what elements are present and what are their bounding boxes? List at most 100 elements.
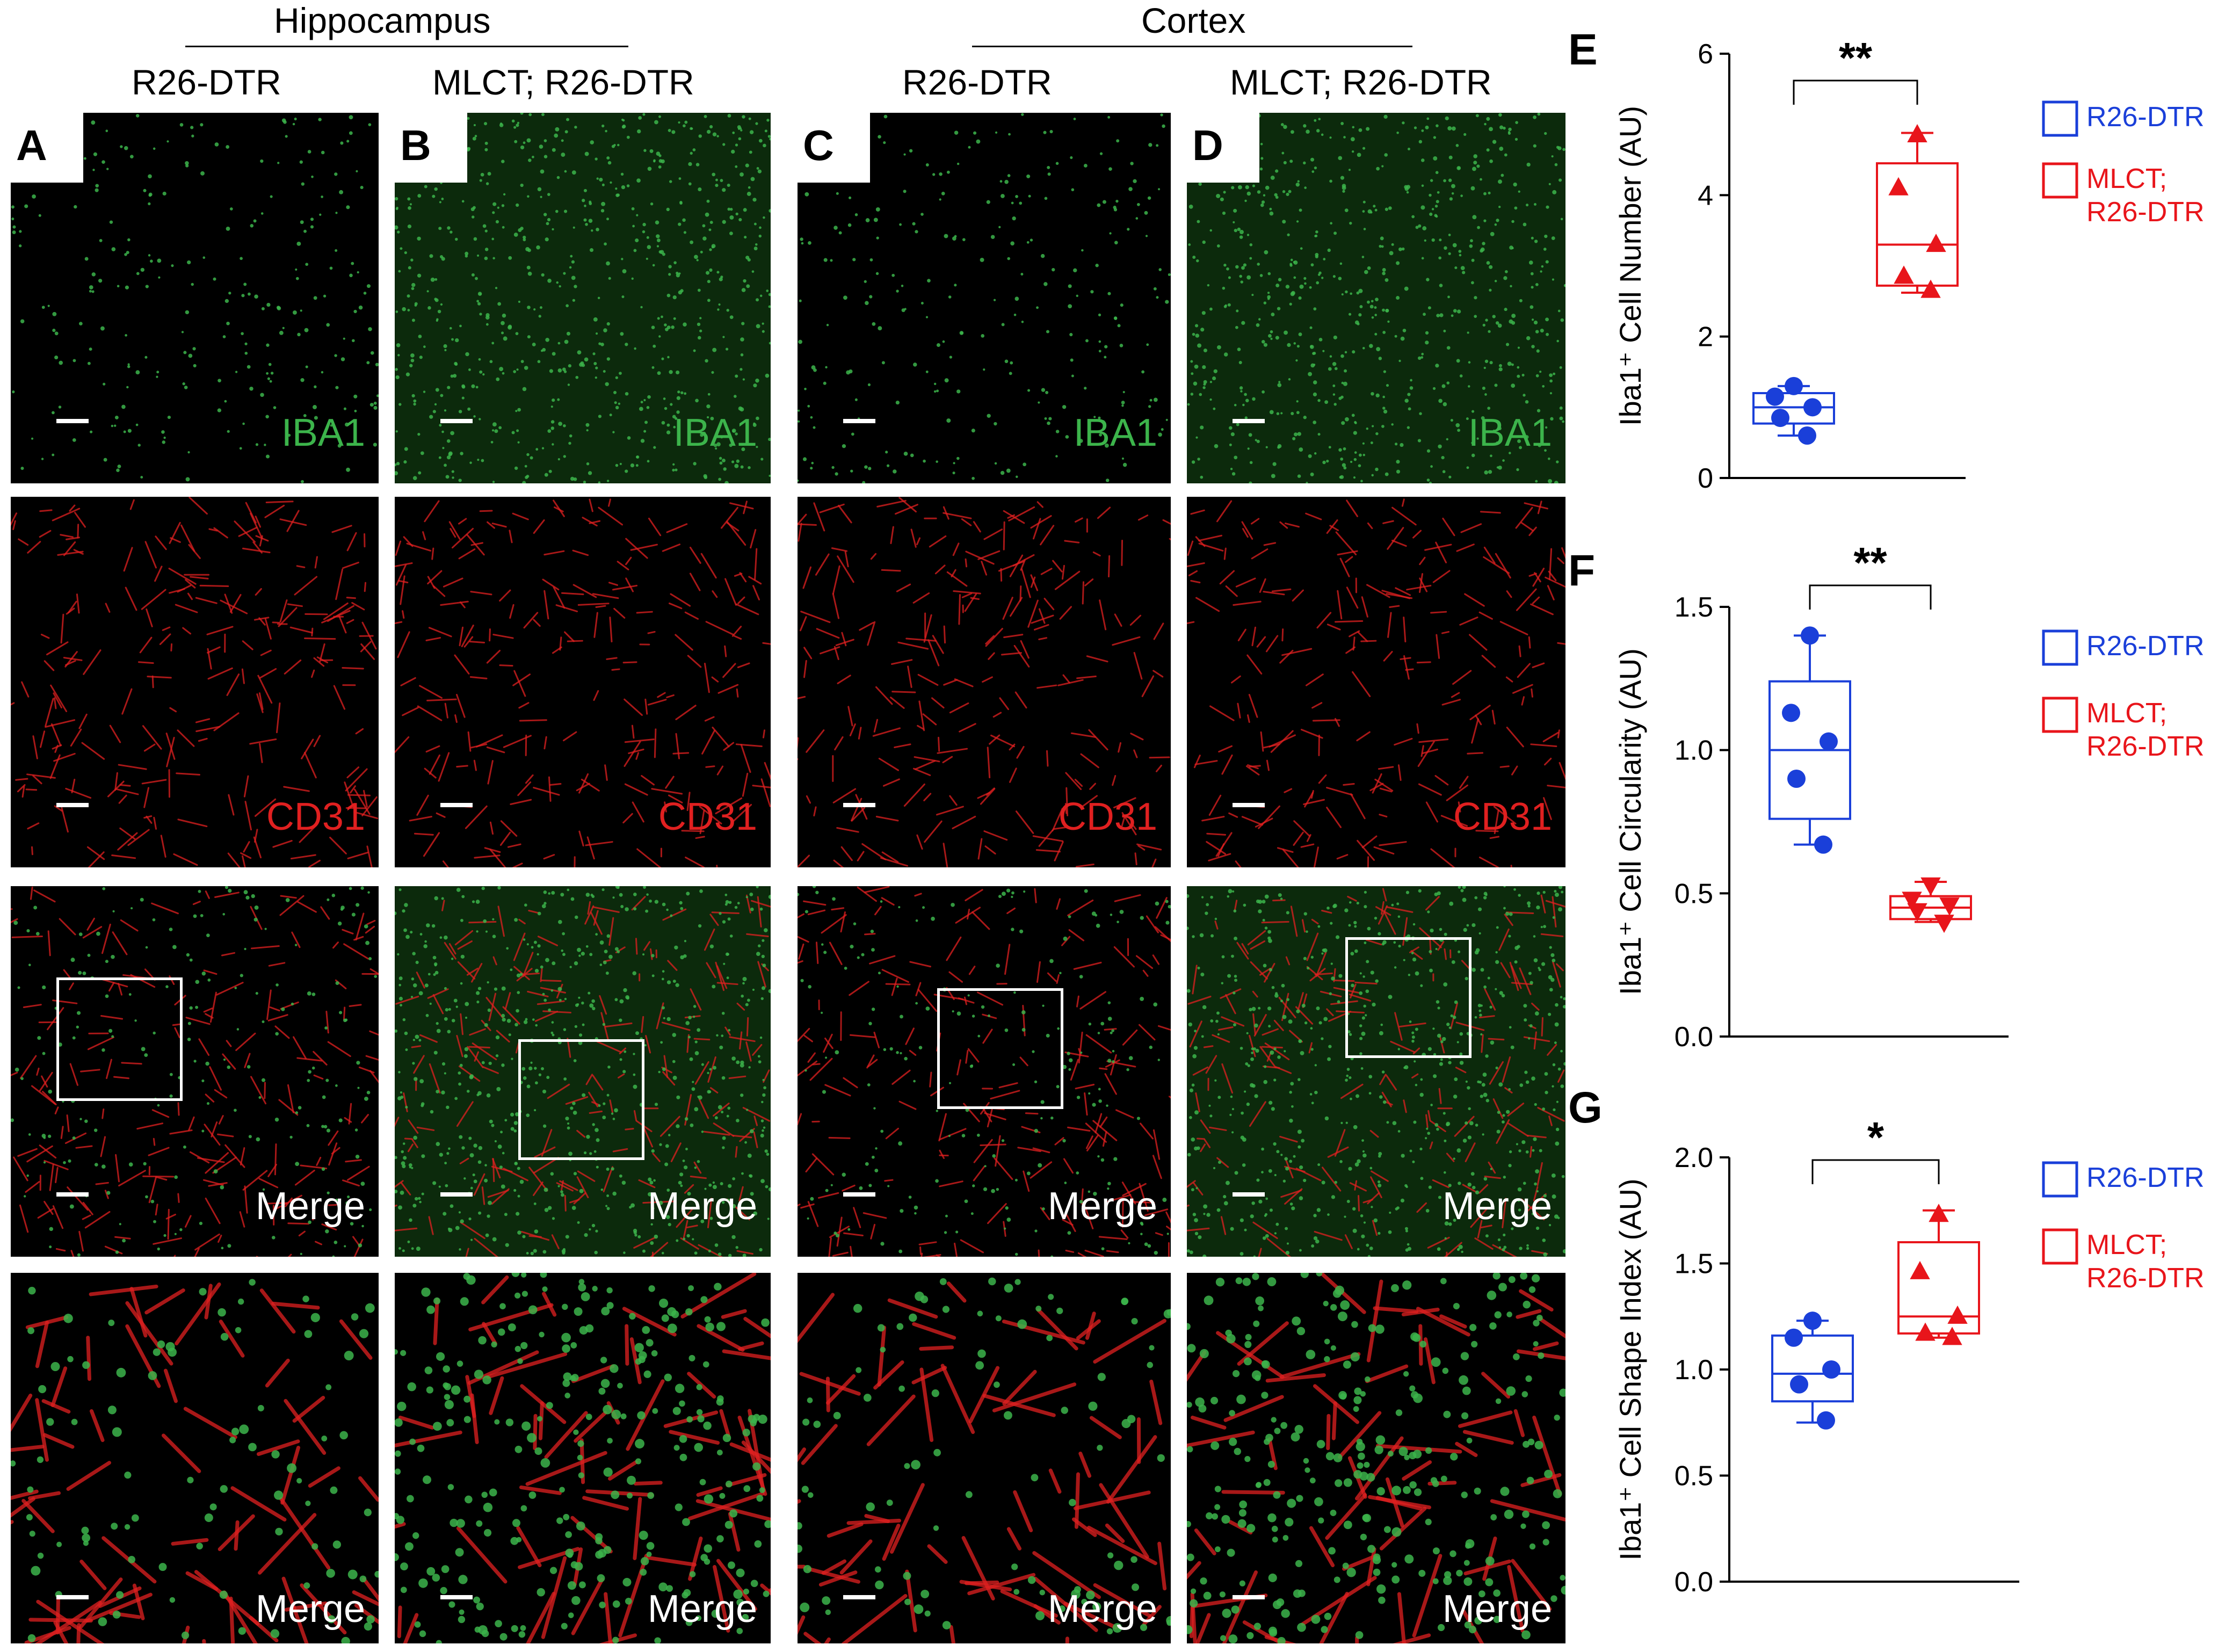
data-point-triangle-up — [1915, 1322, 1936, 1341]
legend-swatch — [2042, 162, 2078, 199]
scale-bar — [843, 1595, 875, 1599]
channel-label-zoom: Merge — [1047, 1588, 1157, 1631]
legend-label: R26-DTR — [2086, 731, 2205, 762]
y-tick-label: 0 — [1698, 463, 1713, 494]
channel-label-iba1: IBA1 — [281, 411, 365, 454]
channel-label-merge: Merge — [1442, 1185, 1552, 1228]
y-tick-label: 4 — [1698, 180, 1713, 211]
micrograph-a-merge: Merge — [11, 886, 379, 1257]
box-iqr — [1771, 1334, 1854, 1403]
scale-bar — [56, 419, 89, 423]
data-point-circle — [1766, 387, 1784, 406]
data-point-circle — [1790, 1375, 1808, 1394]
region-of-interest-box — [518, 1039, 644, 1160]
chart-f: F 0.0 0.5 1.0 1.5 Iba1⁺ Cell Circularity (AU)… — [1568, 539, 2205, 1053]
micrograph-texture — [1187, 1273, 1565, 1643]
column-header-c: R26-DTR — [902, 62, 1052, 102]
data-point-circle — [1798, 426, 1816, 445]
micrograph-a-iba1: A IBA1 — [11, 113, 379, 483]
channel-label-iba1: IBA1 — [673, 411, 757, 454]
legend-label: R26-DTR — [2086, 102, 2205, 133]
legend-label: R26-DTR — [2086, 1263, 2205, 1294]
y-tick-label: 2 — [1698, 322, 1713, 353]
channel-label-iba1: IBA1 — [1468, 411, 1552, 454]
micrograph-b-merge: Merge — [395, 886, 771, 1257]
legend-label: R26-DTR — [2086, 631, 2205, 662]
micrograph-texture — [395, 886, 771, 1257]
column-header-d: MLCT; R26-DTR — [1230, 62, 1492, 102]
data-point-circle — [1801, 626, 1819, 645]
data-point-triangle-down — [1920, 877, 1941, 896]
micrograph-texture — [11, 1279, 379, 1643]
micrograph-texture — [11, 497, 379, 867]
y-tick-label: 0.5 — [1675, 1461, 1713, 1492]
legend-swatch — [2042, 100, 2078, 137]
channel-label-iba1: IBA1 — [1073, 411, 1157, 454]
region-of-interest-box — [1345, 937, 1472, 1058]
y-tick-label: 1.0 — [1675, 1354, 1713, 1386]
region-of-interest-box — [56, 977, 183, 1101]
micrograph-b-iba1: B IBA1 — [395, 113, 771, 483]
data-point-circle — [1817, 1411, 1835, 1430]
data-point-circle — [1785, 376, 1803, 395]
significance-bracket — [1809, 584, 1932, 610]
channel-label-cd31: CD31 — [1453, 795, 1552, 838]
scale-bar — [1233, 1192, 1265, 1197]
scale-bar — [843, 419, 875, 423]
micrograph-c-cd31: CD31 — [798, 497, 1171, 867]
data-point-circle — [1785, 1328, 1803, 1347]
micrograph-d-cd31: CD31 — [1187, 497, 1565, 867]
column-header-b: MLCT; R26-DTR — [432, 62, 694, 102]
micrograph-d-iba1: D IBA1 — [1187, 113, 1565, 483]
significance-bracket — [1811, 1159, 1940, 1184]
micrograph-b-zoom: Merge — [395, 1273, 771, 1643]
y-tick-label: 0.5 — [1675, 878, 1713, 909]
data-point-triangle-down — [1907, 903, 1927, 922]
panel-letter-background — [11, 113, 83, 183]
y-axis-label: Iba1⁺ Cell Circularity (AU) — [1613, 648, 1647, 995]
legend-label: MLCT; — [2086, 1229, 2167, 1260]
group-rule-hippocampus — [185, 46, 628, 47]
scale-bar — [56, 1192, 89, 1197]
data-point-circle — [1787, 770, 1806, 788]
significance-bracket — [1793, 79, 1918, 105]
data-point-triangle-up — [1910, 1260, 1930, 1279]
y-tick-label: 1.5 — [1675, 1249, 1713, 1280]
micrograph-b-cd31: CD31 — [395, 497, 771, 867]
scale-bar — [843, 1192, 875, 1197]
micrograph-texture — [395, 1273, 771, 1643]
data-point-triangle-up — [1942, 1327, 1962, 1345]
y-tick-label: 2.0 — [1675, 1142, 1713, 1173]
chart-g: G 0.0 0.5 1.0 1.5 2.0 Iba1⁺ Cell Shape Index (… — [1568, 1083, 2205, 1598]
channel-label-cd31: CD31 — [266, 795, 365, 838]
data-point-circle — [1822, 1360, 1840, 1379]
data-point-triangle-down — [1934, 915, 1954, 933]
panel-letter-b: B — [400, 121, 431, 169]
data-point-triangle-up — [1929, 1204, 1949, 1222]
channel-label-cd31: CD31 — [1058, 795, 1157, 838]
y-tick-label: 1.5 — [1675, 592, 1713, 623]
legend-label: MLCT; — [2086, 698, 2167, 729]
scale-bar — [56, 803, 89, 807]
channel-label-zoom: Merge — [1442, 1588, 1552, 1631]
scale-bar — [440, 1595, 473, 1599]
scale-bar — [1233, 1595, 1265, 1599]
legend-label: MLCT; — [2086, 163, 2167, 194]
channel-label-zoom: Merge — [647, 1588, 757, 1631]
scale-bar — [440, 419, 473, 423]
panel-letter-g: G — [1568, 1083, 1603, 1132]
significance-stars: ** — [1839, 34, 1873, 82]
panel-letter-e: E — [1568, 25, 1598, 74]
panel-letter-background — [1187, 113, 1259, 183]
legend-swatch — [2042, 1161, 2078, 1198]
panel-letter-a: A — [16, 121, 47, 169]
region-of-interest-box — [937, 988, 1063, 1109]
scale-bar — [440, 803, 473, 807]
panel-letter-background — [395, 113, 467, 183]
y-tick-label: 0.0 — [1675, 1567, 1713, 1598]
micrograph-texture — [798, 113, 1171, 483]
significance-stars: ** — [1853, 539, 1887, 586]
data-point-triangle-up — [1920, 279, 1941, 298]
data-point-circle — [1771, 409, 1789, 428]
